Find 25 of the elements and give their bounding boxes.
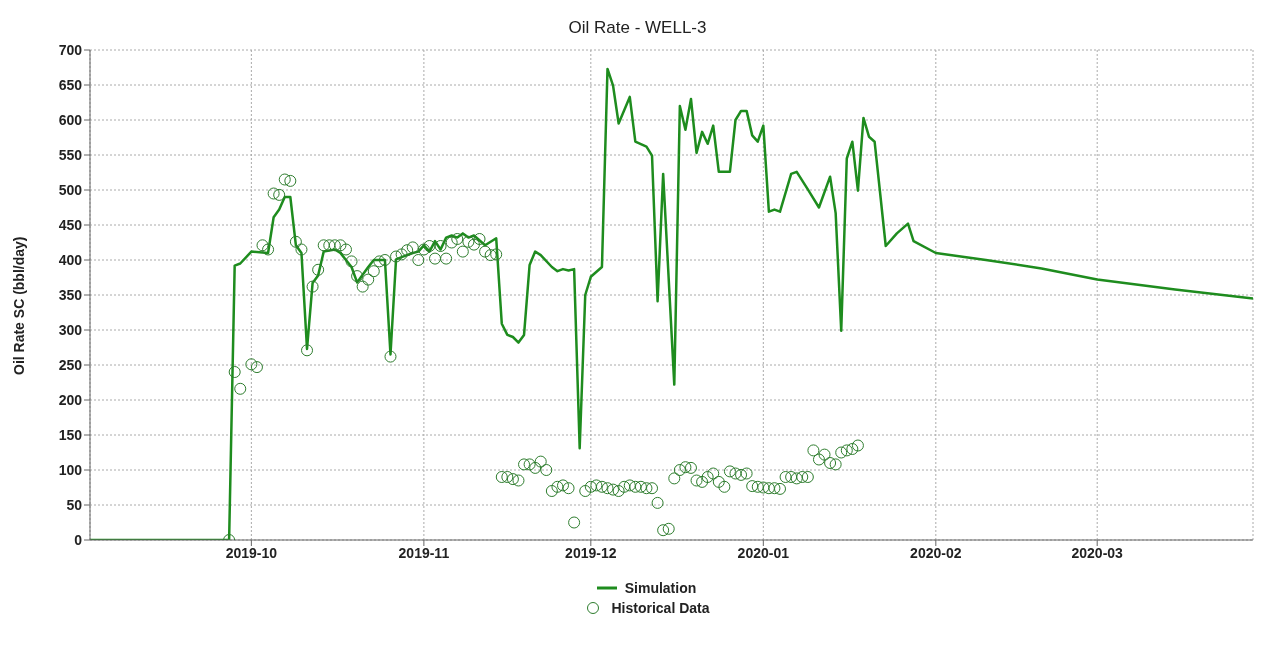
y-tick-label: 700 (58, 41, 83, 58)
legend-label: Simulation (624, 580, 697, 596)
y-tick-label: 450 (58, 216, 83, 233)
chart-title: Oil Rate - WELL-3 (567, 17, 708, 39)
y-tick-label: 200 (58, 391, 83, 408)
x-tick-label: 2019-11 (398, 544, 450, 561)
x-tick-label: 2020-01 (737, 544, 790, 561)
y-tick-label: 550 (58, 146, 83, 163)
y-tick-label: 100 (58, 461, 83, 478)
y-tick-label: 600 (58, 111, 83, 128)
x-tick-label: 2020-03 (1071, 544, 1124, 561)
y-tick-label: 50 (66, 496, 83, 513)
y-tick-label: 350 (58, 286, 83, 303)
y-tick-label: 150 (58, 426, 83, 443)
y-axis-title: Oil Rate SC (bbl/day) (10, 236, 27, 375)
x-tick-label: 2020-02 (910, 544, 962, 561)
y-tick-label: 650 (58, 76, 83, 93)
y-tick-label: 0 (74, 531, 83, 548)
x-tick-label: 2019-10 (225, 544, 278, 561)
y-tick-label: 250 (58, 356, 83, 373)
y-tick-label: 400 (58, 251, 83, 268)
y-tick-label: 300 (58, 321, 83, 338)
y-tick-label: 500 (58, 181, 83, 198)
x-tick-label: 2019-12 (565, 544, 617, 561)
legend-label: Historical Data (611, 600, 710, 616)
